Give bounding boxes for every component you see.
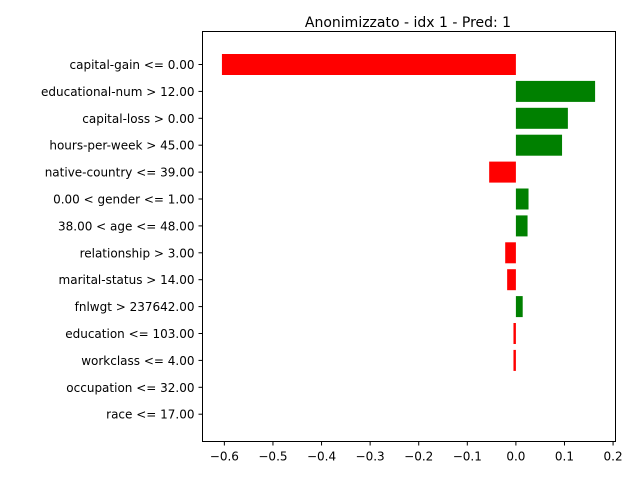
y-tick-label-5: 0.00 < gender <= 1.00 <box>53 193 194 207</box>
bar-2 <box>515 107 568 129</box>
y-tick-label-0: capital-gain <= 0.00 <box>70 58 195 72</box>
bar-9 <box>515 296 523 318</box>
bar-8 <box>507 269 516 291</box>
x-tick-label-1: −0.5 <box>258 450 287 464</box>
x-tick-label-8: 0.2 <box>604 450 623 464</box>
x-tick-label-2: −0.4 <box>307 450 336 464</box>
bar-1 <box>515 80 596 102</box>
bar-10 <box>513 323 516 344</box>
y-tick-label-3: hours-per-week > 45.00 <box>49 139 194 153</box>
bar-11 <box>513 349 516 371</box>
bar-0 <box>221 54 516 75</box>
bar-3 <box>515 134 563 156</box>
y-tick-label-7: relationship > 3.00 <box>80 246 195 260</box>
plot-frame <box>202 31 616 442</box>
y-axis-ticks: capital-gain <= 0.00 educational-num > 12… <box>41 58 203 422</box>
y-tick-label-13: race <= 17.00 <box>106 408 194 422</box>
x-axis-ticks: −0.6 −0.5 −0.4 −0.3 −0.2 −0.1 0.0 0.1 0.2 <box>210 441 623 464</box>
x-tick-label-3: −0.3 <box>356 450 385 464</box>
x-tick-label-5: −0.1 <box>453 450 482 464</box>
y-tick-label-1: educational-num > 12.00 <box>41 85 195 99</box>
y-tick-label-9: fnlwgt > 237642.00 <box>75 300 195 314</box>
x-tick-label-7: 0.1 <box>555 450 574 464</box>
y-tick-label-11: workclass <= 4.00 <box>81 354 194 368</box>
bar-6 <box>515 215 528 237</box>
y-tick-label-10: education <= 103.00 <box>65 327 194 341</box>
x-tick-label-6: 0.0 <box>506 450 525 464</box>
y-tick-label-8: marital-status > 14.00 <box>59 273 195 287</box>
bar-5 <box>515 188 529 210</box>
x-tick-label-0: −0.6 <box>210 450 239 464</box>
y-tick-label-6: 38.00 < age <= 48.00 <box>58 219 194 233</box>
y-tick-label-4: native-country <= 39.00 <box>45 166 195 180</box>
bar-4 <box>489 161 516 183</box>
x-tick-label-4: −0.2 <box>404 450 433 464</box>
bars-group <box>221 54 596 371</box>
bar-7 <box>505 242 516 264</box>
chart-title: Anonimizzato - idx 1 - Pred: 1 <box>305 15 511 31</box>
y-tick-label-2: capital-loss > 0.00 <box>82 112 194 126</box>
y-tick-label-12: occupation <= 32.00 <box>66 381 194 395</box>
